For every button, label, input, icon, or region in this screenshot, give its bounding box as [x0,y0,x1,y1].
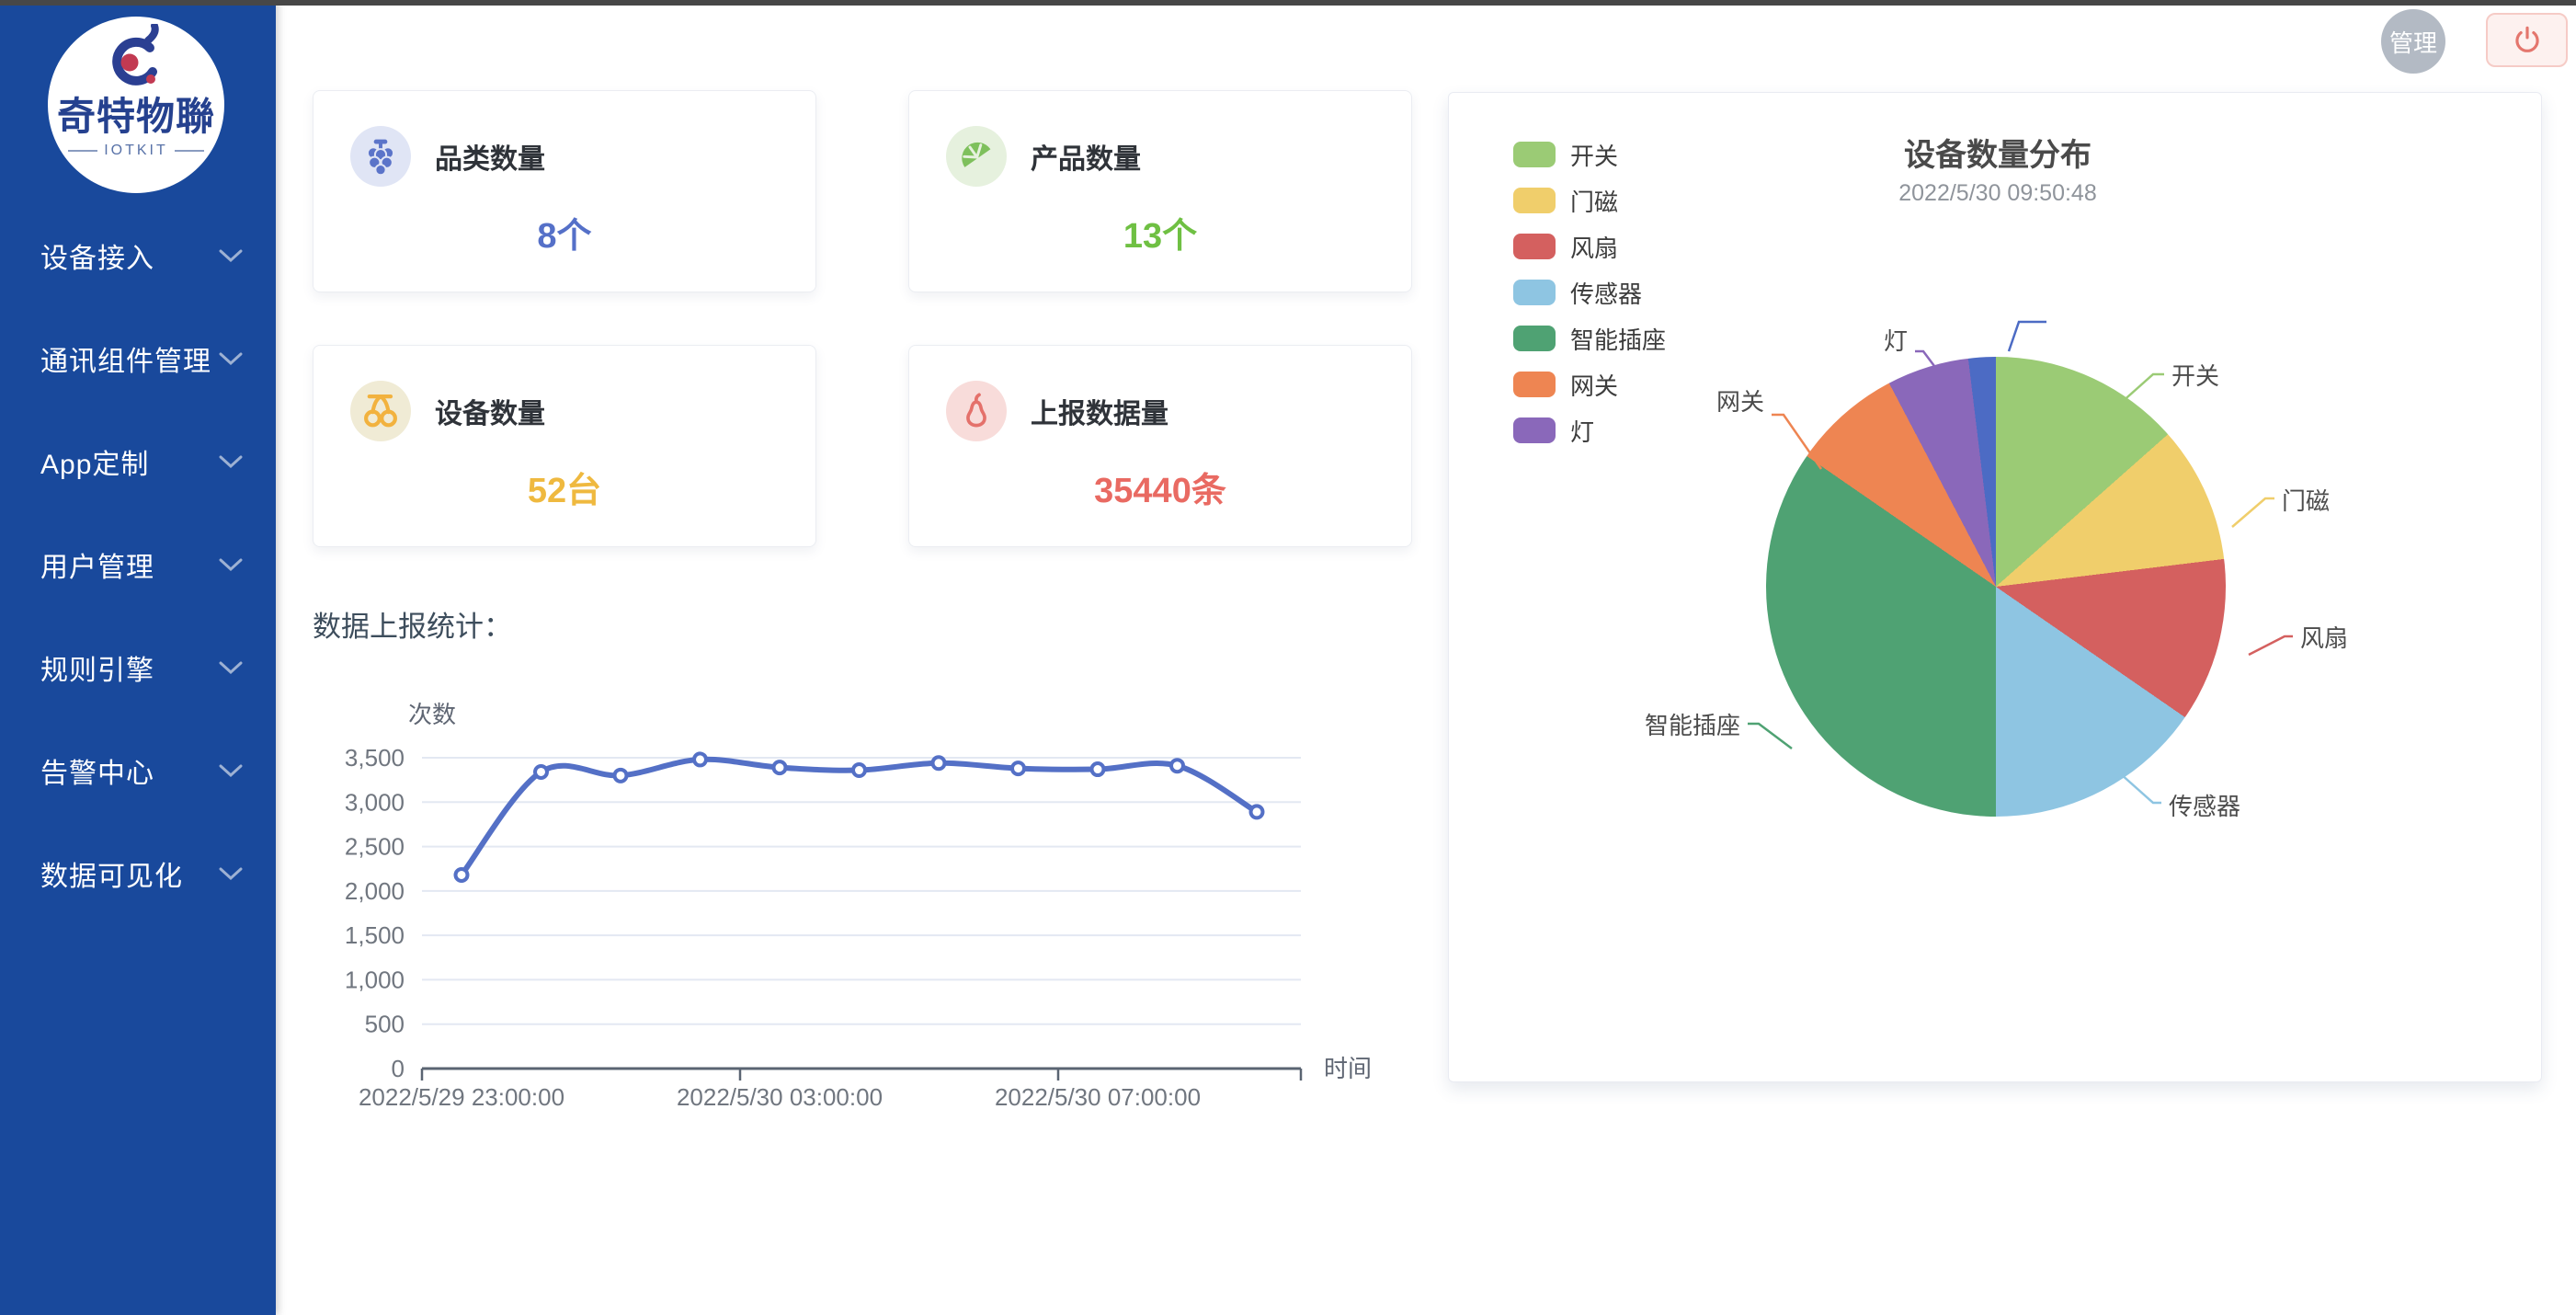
sidebar-item-label: 设备接入 [40,244,154,274]
logo-rule-right [174,150,204,152]
svg-text:1,000: 1,000 [345,966,405,993]
legend-swatch [1513,234,1556,259]
pie-label-fan: 风扇 [2300,624,2349,652]
power-icon [2514,26,2539,52]
svg-text:时间: 时间 [1324,1055,1372,1082]
legend-swatch [1513,326,1556,351]
sidebar-item-label: App定制 [40,450,150,480]
legend-swatch [1513,188,1556,213]
pie-label-door-magnet: 门磁 [2282,487,2331,515]
pie-label-switch: 开关 [2171,362,2220,390]
svg-text:1,500: 1,500 [345,921,405,949]
chevron-down-icon [219,764,243,778]
legend-item-智能插座[interactable]: 智能插座 [1513,315,1666,361]
sidebar-item-data-visualization[interactable]: 数据可见化 [0,822,276,925]
pie-label-lamp: 灯 [1883,327,1908,355]
pear-icon [946,381,1007,441]
sidebar-item-label: 告警中心 [40,759,154,789]
legend-item-传感器[interactable]: 传感器 [1513,269,1666,315]
stat-card-category-count: 品类数量 8个 [313,90,816,292]
lemon-icon [946,126,1007,187]
sidebar-item-label: 数据可见化 [40,862,183,892]
legend-label: 风扇 [1570,234,1619,262]
pie-chart-title: 设备数量分布 [1904,138,2092,173]
svg-text:3,000: 3,000 [345,788,405,816]
legend-swatch [1513,142,1556,167]
legend-item-门磁[interactable]: 门磁 [1513,177,1666,223]
legend-item-网关[interactable]: 网关 [1513,361,1666,407]
cherries-icon [350,381,411,441]
chevron-down-icon [219,352,243,366]
logo-subtitle-text: IOTKIT [104,143,168,158]
sidebar-item-rule-engine[interactable]: 规则引擎 [0,616,276,719]
sidebar-item-comm-components[interactable]: 通讯组件管理 [0,307,276,410]
sidebar-item-label: 规则引擎 [40,656,154,686]
stat-card-label: 品类数量 [435,144,545,175]
chevron-down-icon [219,558,243,572]
legend-swatch [1513,280,1556,305]
legend-label: 智能插座 [1570,326,1667,354]
stat-card-label: 产品数量 [1031,144,1141,175]
sidebar-menu: 设备接入 通讯组件管理 App定制 用户管理 规则引擎 告警中心 数据可见化 [0,204,276,925]
chevron-down-icon [219,455,243,469]
svg-text:次数: 次数 [408,701,456,728]
legend-label: 开关 [1570,142,1619,170]
svg-text:0: 0 [392,1055,405,1082]
pie-chart-timestamp: 2022/5/30 09:50:48 [1898,180,2097,206]
pie-label-sensor: 传感器 [2169,793,2241,820]
device-distribution-pie[interactable] [1766,357,2226,817]
legend-label: 门磁 [1570,188,1619,216]
pie-label-smart-socket: 智能插座 [1644,712,1740,739]
legend-swatch [1513,417,1556,443]
svg-text:500: 500 [365,1011,405,1038]
svg-text:2,500: 2,500 [345,833,405,861]
stat-card-label: 设备数量 [435,399,545,429]
logo-rule-left [68,150,98,152]
pie-label-gateway: 网关 [1715,388,1764,416]
legend-item-灯[interactable]: 灯 [1513,407,1666,453]
stat-card-value: 35440条 [1094,472,1226,510]
stat-card-device-count: 设备数量 52台 [313,345,816,547]
logo-subtitle: IOTKIT [68,143,204,159]
stat-card-value: 52台 [527,472,602,510]
legend-label: 传感器 [1570,280,1643,308]
pie-legend: 开关门磁风扇传感器智能插座网关灯 [1513,132,1666,453]
stat-card-value: 8个 [537,217,592,256]
window-top-strip [0,0,2576,6]
legend-label: 灯 [1570,417,1595,446]
chevron-down-icon [219,867,243,881]
stat-card-report-count: 上报数据量 35440条 [908,345,1412,547]
sidebar-item-label: 通讯组件管理 [40,347,211,377]
sidebar-item-app-custom[interactable]: App定制 [0,410,276,513]
sidebar-item-device-access[interactable]: 设备接入 [0,204,276,307]
sidebar-item-label: 用户管理 [40,553,154,583]
grapes-icon [350,126,411,187]
svg-text:2022/5/30 07:00:00: 2022/5/30 07:00:00 [995,1083,1201,1111]
svg-text:2022/5/29 23:00:00: 2022/5/29 23:00:00 [359,1083,564,1111]
logo-title: 奇特物聯 [56,95,215,138]
legend-item-风扇[interactable]: 风扇 [1513,223,1666,269]
svg-text:2,000: 2,000 [345,877,405,905]
legend-swatch [1513,372,1556,397]
logo: 奇特物聯 IOTKIT [48,17,224,193]
chevron-down-icon [219,249,243,263]
stat-card-value: 13个 [1123,217,1198,256]
chevron-down-icon [219,661,243,675]
stat-card-product-count: 产品数量 13个 [908,90,1412,292]
legend-item-开关[interactable]: 开关 [1513,132,1666,177]
legend-label: 网关 [1570,372,1619,400]
logo-mark-icon [112,24,159,86]
stat-card-label: 上报数据量 [1031,399,1168,429]
sidebar-item-user-management[interactable]: 用户管理 [0,513,276,616]
sidebar: 奇特物聯 IOTKIT 设备接入 通讯组件管理 App定制 用户管理 规则引擎 [0,0,276,1315]
sidebar-item-alarm-center[interactable]: 告警中心 [0,719,276,822]
svg-text:3,500: 3,500 [345,744,405,772]
logout-button[interactable] [2486,13,2568,67]
svg-text:2022/5/30 03:00:00: 2022/5/30 03:00:00 [677,1083,883,1111]
line-chart-heading: 数据上报统计： [313,611,512,643]
avatar[interactable]: 管理 [2381,9,2445,74]
device-distribution-card: 设备数量分布 2022/5/30 09:50:48 开关 门磁 风扇 传感器 智能插座网… [1448,92,2542,1082]
